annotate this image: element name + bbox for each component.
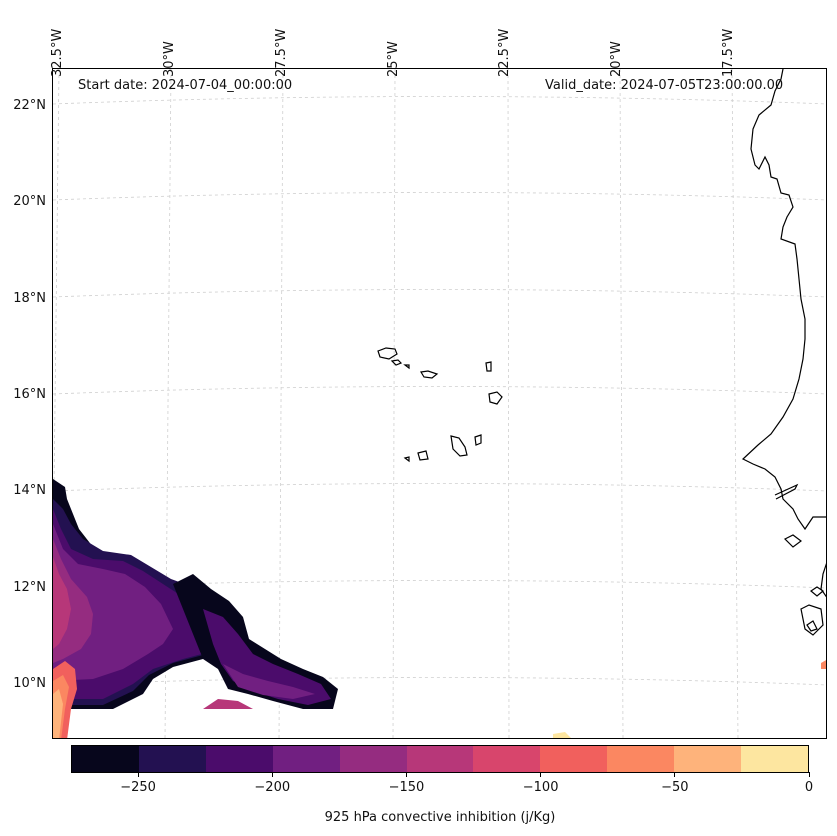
- island-sao-nicolau: [420, 370, 439, 379]
- gridline-lon-25: [392, 69, 396, 738]
- gridline-lon-22p5: [507, 69, 510, 738]
- gridline-lat-22: [53, 96, 826, 105]
- lat-label-12n: 12°N: [13, 580, 46, 595]
- start-date-label: Start date: 2024-07-04_00:00:00: [78, 78, 293, 93]
- colorbar-swatch: [406, 746, 474, 772]
- cin-fill-bottom-patch: [553, 732, 571, 738]
- island-sao-vicente: [390, 359, 403, 366]
- colorbar-tick-label: −100: [522, 780, 559, 795]
- cin-contours: [53, 479, 826, 738]
- colorbar-tick-label: −200: [254, 780, 291, 795]
- island-maio: [474, 434, 482, 446]
- colorbar-tickmark: [405, 772, 407, 777]
- lon-label-22p5w: 22.5°W: [497, 28, 512, 77]
- lat-label-22n: 22°N: [13, 98, 46, 113]
- colorbar-tick-label: 0: [804, 780, 814, 795]
- coastline-guinea: [820, 563, 826, 598]
- coastline-bijagos-4: [806, 620, 818, 632]
- colorbar-tickmark: [271, 772, 273, 777]
- gridline-lon-17p5: [731, 69, 739, 738]
- colorbar-title: 925 hPa convective inhibition (j/Kg): [324, 810, 556, 825]
- lon-label-27p5w: 27.5°W: [274, 28, 289, 77]
- colorbar-swatch: [138, 746, 206, 772]
- coastline-bijagos-3: [800, 604, 824, 636]
- lon-label-25w: 25°W: [386, 41, 401, 77]
- lat-label-20n: 20°N: [13, 194, 46, 209]
- lon-label-17p5w: 17.5°W: [721, 28, 736, 77]
- colorbar-swatches: [72, 746, 808, 772]
- colorbar-tick-label: −150: [388, 780, 425, 795]
- colorbar-swatch: [473, 746, 541, 772]
- gridline-lat-16: [53, 386, 826, 395]
- cin-fill-east-pink: [203, 699, 253, 709]
- colorbar-swatch: [72, 746, 139, 772]
- island-brava: [403, 456, 410, 463]
- gridline-lat-10: [53, 677, 826, 686]
- colorbar-tickmark: [137, 772, 139, 777]
- colorbar-swatch: [272, 746, 340, 772]
- island-fogo: [417, 450, 429, 461]
- lon-label-30w: 30°W: [162, 41, 177, 77]
- lon-label-32p5w: 32.5°W: [50, 28, 65, 77]
- cin-fill-level-6: [53, 557, 71, 649]
- colorbar-tick-label: −250: [120, 780, 156, 795]
- lon-label-20w: 20°W: [609, 41, 624, 77]
- colorbar-tickmark: [540, 772, 542, 777]
- coastline: [741, 69, 826, 636]
- colorbar-swatch: [339, 746, 407, 772]
- cin-fill-light-3: [53, 689, 63, 738]
- colorbar-swatch: [205, 746, 273, 772]
- gridline-lat-14: [53, 483, 826, 492]
- map-panel: [52, 68, 827, 739]
- lat-label-10n: 10°N: [13, 676, 46, 691]
- island-boa-vista: [488, 391, 503, 405]
- cin-fill-east-light: [223, 664, 315, 699]
- island-sal: [485, 361, 492, 372]
- island-santo-antao: [377, 347, 398, 360]
- colorbar-swatch: [607, 746, 675, 772]
- cin-fill-right-patch: [821, 660, 826, 669]
- lat-label-16n: 16°N: [13, 387, 46, 402]
- map-canvas: [53, 69, 826, 738]
- colorbar-tickmark: [674, 772, 676, 777]
- coastline-bijagos-1: [783, 534, 802, 548]
- colorbar-swatch: [674, 746, 742, 772]
- cape-verde-islands: [377, 347, 503, 463]
- lat-label-14n: 14°N: [13, 483, 46, 498]
- valid-date-label: Valid_date: 2024-07-05T23:00:00.00: [545, 78, 784, 93]
- colorbar-swatch: [741, 746, 808, 772]
- gridline-lon-27p5: [278, 69, 284, 738]
- coastline-africa: [741, 69, 826, 531]
- colorbar-swatch: [540, 746, 608, 772]
- colorbar: [71, 745, 809, 773]
- colorbar-tickmark: [808, 772, 810, 777]
- gridline-lat-18: [53, 289, 826, 298]
- colorbar-tick-label: −50: [661, 780, 689, 795]
- gridline-lon-20: [619, 69, 624, 738]
- lat-label-18n: 18°N: [13, 291, 46, 306]
- coastline-gambia: [774, 483, 799, 500]
- island-santiago: [450, 435, 468, 457]
- island-santa-luzia: [403, 364, 410, 370]
- gridline-lat-20: [53, 192, 826, 201]
